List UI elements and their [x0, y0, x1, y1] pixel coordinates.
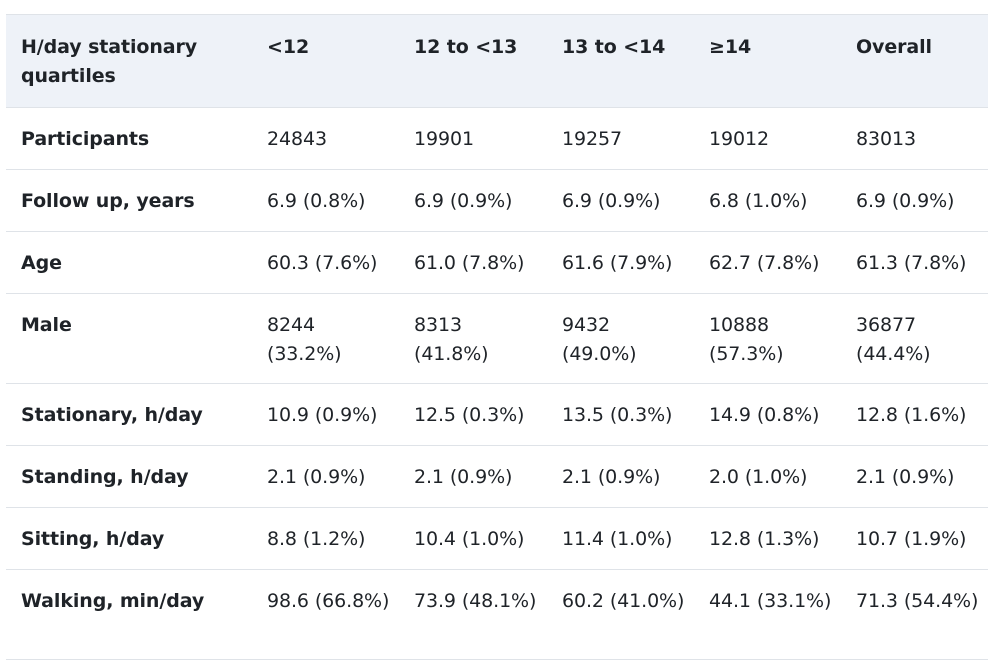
- row-label: Sitting, h/day: [6, 507, 252, 570]
- table-cell: 6.9 (0.9%): [399, 169, 547, 232]
- table-body: Participants 24843 19901 19257 19012 830…: [6, 107, 988, 660]
- table-row: Age 60.3 (7.6%) 61.0 (7.8%) 61.6 (7.9%) …: [6, 231, 988, 294]
- characteristics-table: H/day stationary quartiles <12 12 to <13…: [6, 14, 988, 660]
- table-cell: 61.3 (7.8%): [841, 231, 988, 294]
- header-cell-ge14: ≥14: [694, 14, 841, 108]
- table-cell: 10.4 (1.0%): [399, 507, 547, 570]
- table-cell: 10.7 (1.9%): [841, 507, 988, 570]
- row-label: Standing, h/day: [6, 445, 252, 508]
- row-label: Age: [6, 231, 252, 294]
- table-row: Participants 24843 19901 19257 19012 830…: [6, 107, 988, 170]
- table-cell: 2.1 (0.9%): [841, 445, 988, 508]
- table-cell: 60.2 (41.0%): [547, 569, 694, 660]
- table-cell: 62.7 (7.8%): [694, 231, 841, 294]
- table-cell: 98.6 (66.8%): [252, 569, 399, 660]
- table-cell: 83013: [841, 107, 988, 170]
- header-cell-lt12: <12: [252, 14, 399, 108]
- table-cell: 19901: [399, 107, 547, 170]
- table-cell: 71.3 (54.4%): [841, 569, 988, 660]
- table-cell: 2.1 (0.9%): [547, 445, 694, 508]
- table-cell: 61.6 (7.9%): [547, 231, 694, 294]
- table-cell: 61.0 (7.8%): [399, 231, 547, 294]
- table-cell: 60.3 (7.6%): [252, 231, 399, 294]
- table-cell: 2.1 (0.9%): [399, 445, 547, 508]
- table-cell: 36877 (44.4%): [841, 293, 988, 384]
- table-cell: 10888 (57.3%): [694, 293, 841, 384]
- table-cell: 8244 (33.2%): [252, 293, 399, 384]
- table-cell: 12.8 (1.3%): [694, 507, 841, 570]
- table-row: Male 8244 (33.2%) 8313 (41.8%) 9432 (49.…: [6, 293, 988, 384]
- table-cell: 19257: [547, 107, 694, 170]
- row-label: Participants: [6, 107, 252, 170]
- table-cell: 10.9 (0.9%): [252, 383, 399, 446]
- table-row: Sitting, h/day 8.8 (1.2%) 10.4 (1.0%) 11…: [6, 507, 988, 570]
- table-cell: 9432 (49.0%): [547, 293, 694, 384]
- row-label: Follow up, years: [6, 169, 252, 232]
- row-label: Male: [6, 293, 252, 384]
- table-cell: 19012: [694, 107, 841, 170]
- table-row: Walking, min/day 98.6 (66.8%) 73.9 (48.1…: [6, 569, 988, 660]
- table-cell: 24843: [252, 107, 399, 170]
- table-row: Standing, h/day 2.1 (0.9%) 2.1 (0.9%) 2.…: [6, 445, 988, 508]
- header-cell-13-to-14: 13 to <14: [547, 14, 694, 108]
- table-cell: 6.8 (1.0%): [694, 169, 841, 232]
- table-cell: 14.9 (0.8%): [694, 383, 841, 446]
- row-label: Walking, min/day: [6, 569, 252, 660]
- table-cell: 6.9 (0.9%): [547, 169, 694, 232]
- table-cell: 6.9 (0.8%): [252, 169, 399, 232]
- table-cell: 6.9 (0.9%): [841, 169, 988, 232]
- header-row: H/day stationary quartiles <12 12 to <13…: [6, 14, 988, 108]
- table-cell: 11.4 (1.0%): [547, 507, 694, 570]
- header-cell-overall: Overall: [841, 14, 988, 108]
- table-cell: 73.9 (48.1%): [399, 569, 547, 660]
- row-label: Stationary, h/day: [6, 383, 252, 446]
- table-cell: 44.1 (33.1%): [694, 569, 841, 660]
- table-cell: 13.5 (0.3%): [547, 383, 694, 446]
- table-cell: 12.8 (1.6%): [841, 383, 988, 446]
- header-cell-12-to-13: 12 to <13: [399, 14, 547, 108]
- table-cell: 2.1 (0.9%): [252, 445, 399, 508]
- table-cell: 8.8 (1.2%): [252, 507, 399, 570]
- table-row: Follow up, years 6.9 (0.8%) 6.9 (0.9%) 6…: [6, 169, 988, 232]
- table-cell: 8313 (41.8%): [399, 293, 547, 384]
- table-row: Stationary, h/day 10.9 (0.9%) 12.5 (0.3%…: [6, 383, 988, 446]
- table-cell: 12.5 (0.3%): [399, 383, 547, 446]
- table-header: H/day stationary quartiles <12 12 to <13…: [6, 14, 988, 108]
- characteristics-table-container: H/day stationary quartiles <12 12 to <13…: [6, 14, 988, 660]
- table-cell: 2.0 (1.0%): [694, 445, 841, 508]
- header-cell-quartiles: H/day stationary quartiles: [6, 14, 252, 108]
